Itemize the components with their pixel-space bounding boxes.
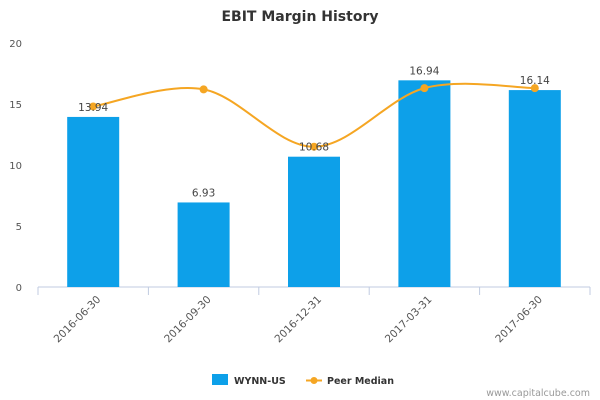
peer-median-point[interactable] (199, 85, 208, 94)
x-tick-label: 2017-03-31 (383, 294, 435, 346)
peer-median-points (89, 84, 539, 151)
bar[interactable] (67, 116, 120, 287)
legend[interactable]: WYNN-US Peer Median (212, 374, 394, 387)
y-tick-label: 5 (16, 222, 22, 233)
bar[interactable] (398, 80, 451, 287)
y-tick-label: 20 (9, 39, 22, 50)
x-tick-label: 2017-06-30 (493, 294, 545, 346)
peer-median-line (93, 82, 535, 148)
bar-series-wynn-us (67, 80, 561, 287)
legend-label-peer-median: Peer Median (327, 376, 394, 387)
bar[interactable] (508, 90, 561, 287)
peer-median-point[interactable] (89, 102, 98, 111)
bar-value-label: 6.93 (192, 187, 215, 199)
x-axis: 2016-06-30 2016-09-30 2016-12-31 2017-03-31… (37, 287, 591, 346)
bar[interactable] (177, 202, 230, 287)
x-tick-label: 2016-06-30 (52, 294, 104, 346)
y-tick-label: 10 (9, 161, 22, 172)
chart-title: EBIT Margin History (221, 9, 378, 25)
legend-marker-peer-median (310, 377, 318, 384)
bar[interactable] (288, 156, 340, 287)
y-tick-label: 15 (9, 100, 22, 111)
x-tick-label: 2016-12-31 (272, 294, 324, 346)
bar-value-label: 16.94 (409, 65, 439, 77)
peer-median-point[interactable] (530, 84, 539, 93)
source-watermark[interactable]: www.capitalcube.com (486, 388, 590, 399)
bar-value-label: 16.14 (520, 75, 550, 87)
x-tick-label: 2016-09-30 (162, 294, 214, 346)
bar-value-label: 10.68 (299, 142, 329, 154)
legend-label-wynn-us: WYNN-US (234, 376, 286, 387)
legend-item-peer-median[interactable]: Peer Median (306, 376, 394, 387)
bar-value-labels: 13.94 6.93 10.68 16.94 16.14 (78, 65, 550, 199)
peer-median-point[interactable] (420, 84, 429, 93)
legend-item-wynn-us[interactable]: WYNN-US (212, 374, 286, 387)
bar-value-label: 13.94 (78, 102, 108, 114)
y-axis: 0 5 10 15 20 (9, 39, 22, 294)
y-tick-label: 0 (16, 283, 22, 294)
legend-swatch-wynn-us (212, 374, 228, 385)
peer-median-point[interactable] (310, 142, 318, 151)
